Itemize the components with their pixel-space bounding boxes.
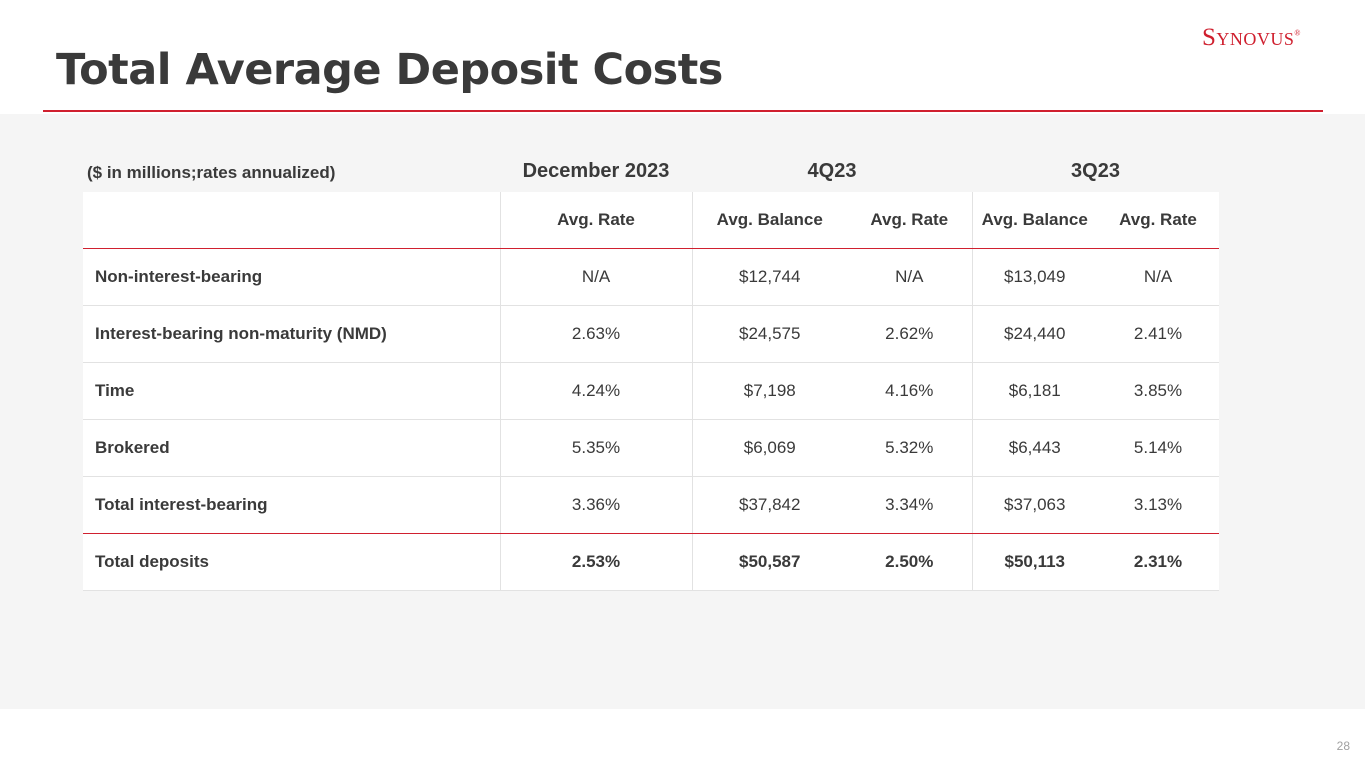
table-cell: $6,181 (971, 362, 1097, 420)
table-cell: $50,587 (691, 533, 847, 591)
row-label: Non-interest-bearing (83, 248, 500, 306)
table-cell: 3.34% (847, 476, 972, 534)
table-cell: 2.63% (499, 305, 692, 363)
table-cell: 2.50% (847, 533, 972, 591)
table-cell: $24,575 (691, 305, 847, 363)
title-divider (43, 110, 1323, 112)
period-header-4q23: 4Q23 (807, 160, 857, 182)
table-cell: $37,842 (691, 476, 847, 534)
registered-mark: ® (1294, 28, 1301, 38)
table-row: Non-interest-bearing N/A $12,744 N/A $13… (83, 248, 1219, 306)
table-row: Brokered 5.35% $6,069 5.32% $6,443 5.14% (83, 419, 1219, 477)
page-number: 28 (1336, 739, 1350, 753)
row-label: Interest-bearing non-maturity (NMD) (83, 305, 500, 363)
row-label: Total interest-bearing (83, 476, 500, 534)
table-row: Interest-bearing non-maturity (NMD) 2.63… (83, 305, 1219, 363)
period-header-3q23: 3Q23 (1071, 160, 1120, 182)
table-cell: 2.53% (499, 533, 692, 591)
total-row: Total deposits 2.53% $50,587 2.50% $50,1… (83, 533, 1219, 591)
table-cell: 4.24% (499, 362, 692, 420)
column-header-label (83, 192, 500, 249)
table-cell: 3.13% (1097, 476, 1219, 534)
row-label: Total deposits (83, 533, 500, 591)
row-label: Time (83, 362, 500, 420)
page-title: Total Average Deposit Costs (56, 45, 723, 95)
footer-band (0, 709, 1365, 768)
column-header-4q23-avg-rate: Avg. Rate (847, 192, 972, 249)
table-cell: $24,440 (971, 305, 1097, 363)
synovus-logo: Synovus® (1202, 24, 1301, 52)
table-cell: $7,198 (691, 362, 847, 420)
period-header-december-2023: December 2023 (522, 160, 670, 182)
table-cell: N/A (1097, 248, 1219, 306)
table-cell: 2.41% (1097, 305, 1219, 363)
table-cell: 5.32% (847, 419, 972, 477)
table-cell: $50,113 (971, 533, 1097, 591)
table-cell: 5.14% (1097, 419, 1219, 477)
units-note: ($ in millions;rates annualized) (87, 163, 336, 182)
column-header-3q23-avg-rate: Avg. Rate (1097, 192, 1219, 249)
table-row: Total interest-bearing 3.36% $37,842 3.3… (83, 476, 1219, 534)
table-cell: $6,069 (691, 419, 847, 477)
column-header-dec-avg-rate: Avg. Rate (499, 192, 692, 249)
column-header-4q23-avg-balance: Avg. Balance (691, 192, 847, 249)
header-band (0, 0, 1365, 114)
table-cell: N/A (847, 248, 972, 306)
column-header-row: Avg. Rate Avg. Balance Avg. Rate Avg. Ba… (83, 192, 1219, 249)
column-header-3q23-avg-balance: Avg. Balance (971, 192, 1097, 249)
table-cell: 3.85% (1097, 362, 1219, 420)
table-cell: 2.31% (1097, 533, 1219, 591)
table-cell: 2.62% (847, 305, 972, 363)
table-cell: $13,049 (971, 248, 1097, 306)
table-cell: $37,063 (971, 476, 1097, 534)
table-cell: 4.16% (847, 362, 972, 420)
logo-text: Synovus (1202, 24, 1295, 51)
table-cell: N/A (499, 248, 692, 306)
row-label: Brokered (83, 419, 500, 477)
deposit-costs-table: Avg. Rate Avg. Balance Avg. Rate Avg. Ba… (83, 192, 1219, 591)
table-cell: $6,443 (971, 419, 1097, 477)
table-cell: 3.36% (499, 476, 692, 534)
table-row: Time 4.24% $7,198 4.16% $6,181 3.85% (83, 362, 1219, 420)
table-cell: $12,744 (691, 248, 847, 306)
table-cell: 5.35% (499, 419, 692, 477)
